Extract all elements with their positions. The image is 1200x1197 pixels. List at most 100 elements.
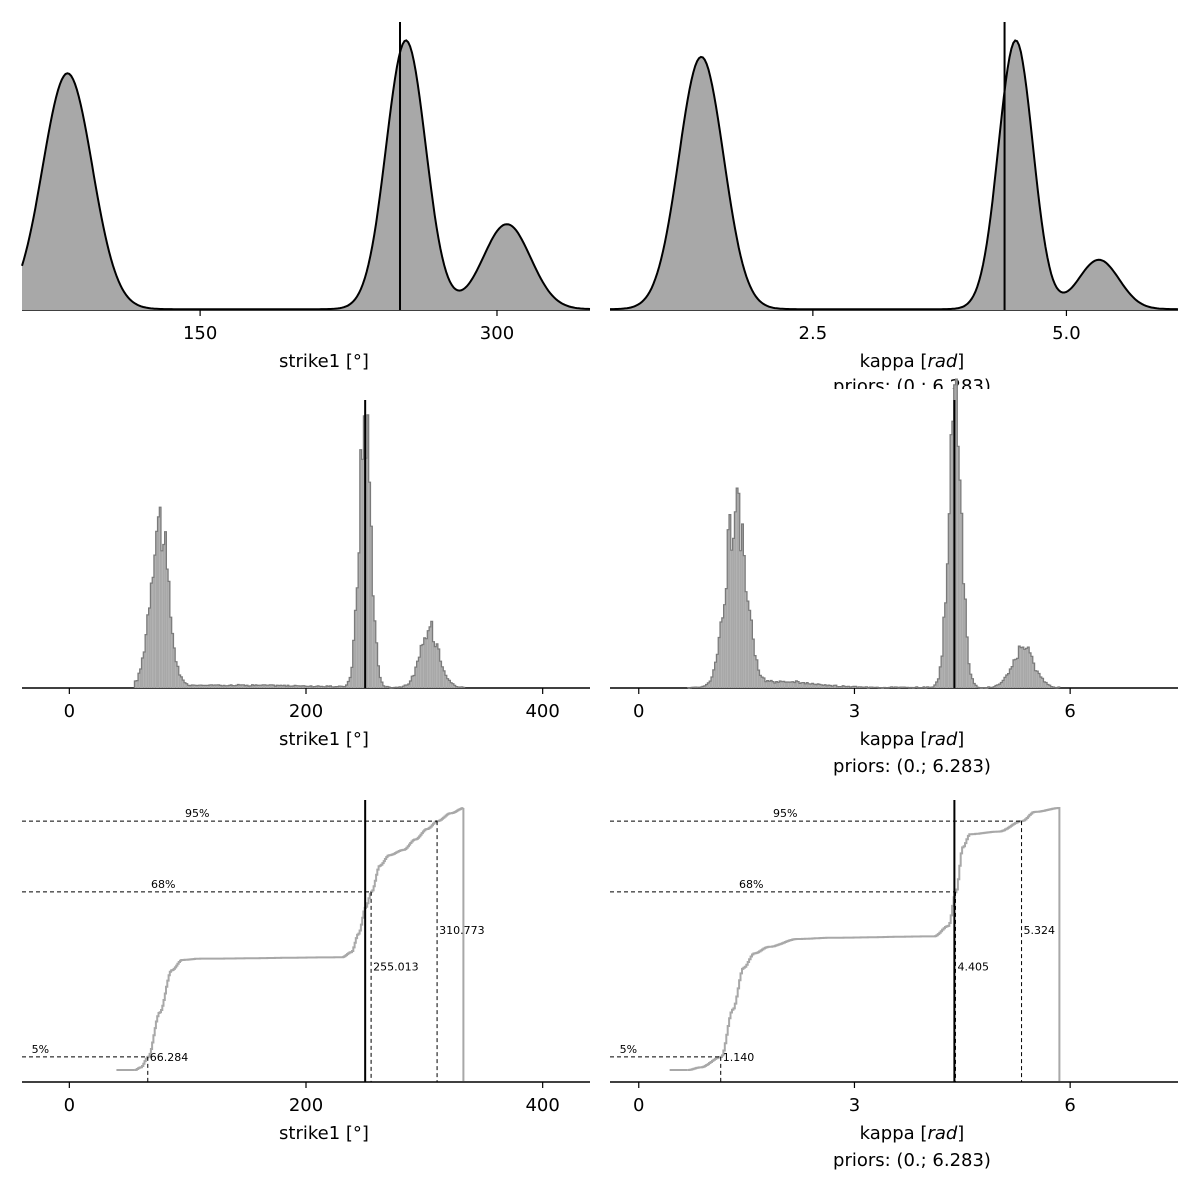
panel-hist-strike1: 0 200 400 strike1 [°]	[22, 400, 590, 750]
histogram-bars	[134, 414, 465, 688]
histogram-bar	[161, 550, 163, 688]
x-axis-label: kappa [rad]	[860, 1123, 965, 1144]
histogram-bar	[240, 684, 243, 688]
histogram-bar	[946, 563, 949, 688]
subtitle: priors: (0.; 6.283)	[833, 756, 991, 777]
histogram-bar	[350, 667, 353, 688]
quantile-label: 95%	[185, 807, 209, 820]
histogram-bar	[198, 685, 201, 688]
histogram-bar	[349, 677, 351, 688]
histogram-bar	[319, 686, 321, 688]
x-tick-label: 400	[525, 1095, 559, 1116]
histogram-bar	[329, 685, 332, 688]
histogram-bar	[139, 668, 142, 688]
histogram-bar	[1038, 673, 1040, 688]
x-axis-label: strike1 [°]	[279, 1123, 369, 1144]
histogram-bar	[734, 511, 737, 688]
histogram-bar	[168, 581, 170, 688]
histogram-bar	[795, 680, 798, 688]
histogram-bar	[831, 686, 834, 688]
histogram-bar	[799, 683, 801, 688]
histogram-bar	[379, 677, 382, 688]
histogram-bar	[281, 685, 284, 688]
histogram-bar	[960, 513, 963, 688]
histogram-bar	[418, 657, 421, 688]
panel-cdf-strike1: 0 200 400 strike1 [°] 95% 310.773 68% 255.013 5%…	[22, 800, 590, 1144]
histogram-bar	[811, 683, 814, 688]
histogram-bar	[159, 507, 162, 688]
x-tick-label: 6	[1064, 701, 1075, 722]
histogram-bar	[962, 583, 965, 688]
histogram-bar	[382, 685, 385, 688]
histogram-bar	[743, 555, 746, 688]
histogram-bar	[770, 680, 773, 688]
histogram-bar	[228, 685, 231, 688]
histogram-bar	[402, 686, 405, 688]
histogram-bar	[1009, 668, 1012, 688]
histogram-bar	[271, 684, 273, 688]
histogram-bar	[200, 685, 202, 688]
kde-area	[22, 40, 590, 311]
histogram-bar	[973, 683, 976, 688]
histogram-bar	[703, 685, 706, 688]
histogram-bar	[705, 684, 708, 688]
histogram-bar	[153, 555, 156, 688]
histogram-bar	[311, 686, 314, 688]
histogram-bar	[725, 588, 728, 688]
histogram-bar	[386, 686, 389, 688]
histogram-bar	[342, 686, 344, 688]
histogram-bar	[345, 685, 348, 688]
x-tick-label: 0	[633, 1095, 644, 1116]
histogram-bar	[437, 649, 440, 688]
histogram-bar	[797, 681, 800, 688]
histogram-bar	[239, 684, 241, 688]
histogram-bar	[835, 685, 837, 688]
histogram-bar	[150, 583, 153, 688]
histogram-bar	[212, 685, 215, 688]
histogram-bar	[381, 682, 383, 688]
panel-kde-strike1: 150 300 strike1 [°]	[21, 22, 591, 372]
histogram-bar	[800, 682, 803, 688]
quantile-label: 5%	[32, 1043, 49, 1056]
histogram-bar	[752, 639, 755, 688]
histogram-bar	[404, 685, 406, 688]
histogram-bar	[1043, 681, 1046, 688]
histogram-bar	[425, 638, 428, 688]
histogram-bar	[221, 685, 224, 688]
histogram-bar	[702, 686, 704, 688]
histogram-bar	[1018, 646, 1021, 688]
x-tick-label: 5.0	[1052, 323, 1081, 344]
histogram-bar	[851, 686, 854, 688]
histogram-bar	[217, 684, 220, 688]
histogram-bar	[455, 686, 458, 688]
histogram-bar	[773, 682, 776, 688]
histogram-bar	[285, 686, 288, 688]
histogram-bar	[134, 680, 137, 688]
histogram-bar	[210, 684, 213, 688]
histogram-bar	[957, 446, 960, 688]
panel-cdf-kappa: 0 3 6 kappa [rad] 95% 5.324 68% 4.405 5% 1.140 pri…	[610, 800, 1178, 1171]
histogram-bar	[712, 669, 715, 688]
histogram-bar	[374, 620, 376, 688]
quantile-value: 310.773	[439, 924, 485, 937]
histogram-bar	[315, 686, 318, 688]
histogram-bar	[354, 610, 357, 688]
histogram-bar	[1029, 652, 1031, 688]
histogram-bar	[377, 665, 380, 688]
histogram-bar	[723, 604, 726, 688]
histogram-bar	[148, 608, 151, 688]
histogram-bar	[1016, 658, 1019, 688]
x-axis-label: strike1 [°]	[279, 351, 369, 372]
histogram-bar	[975, 685, 978, 688]
histogram-bar	[432, 641, 435, 688]
histogram-bar	[827, 685, 830, 688]
histogram-bar	[260, 685, 263, 688]
histogram-bar	[219, 685, 222, 688]
histogram-bar	[1030, 656, 1033, 688]
histogram-bar	[340, 686, 343, 688]
histogram-outline	[133, 414, 466, 689]
histogram-bar	[175, 661, 178, 688]
histogram-bar	[287, 685, 289, 688]
histogram-bar	[267, 685, 270, 688]
